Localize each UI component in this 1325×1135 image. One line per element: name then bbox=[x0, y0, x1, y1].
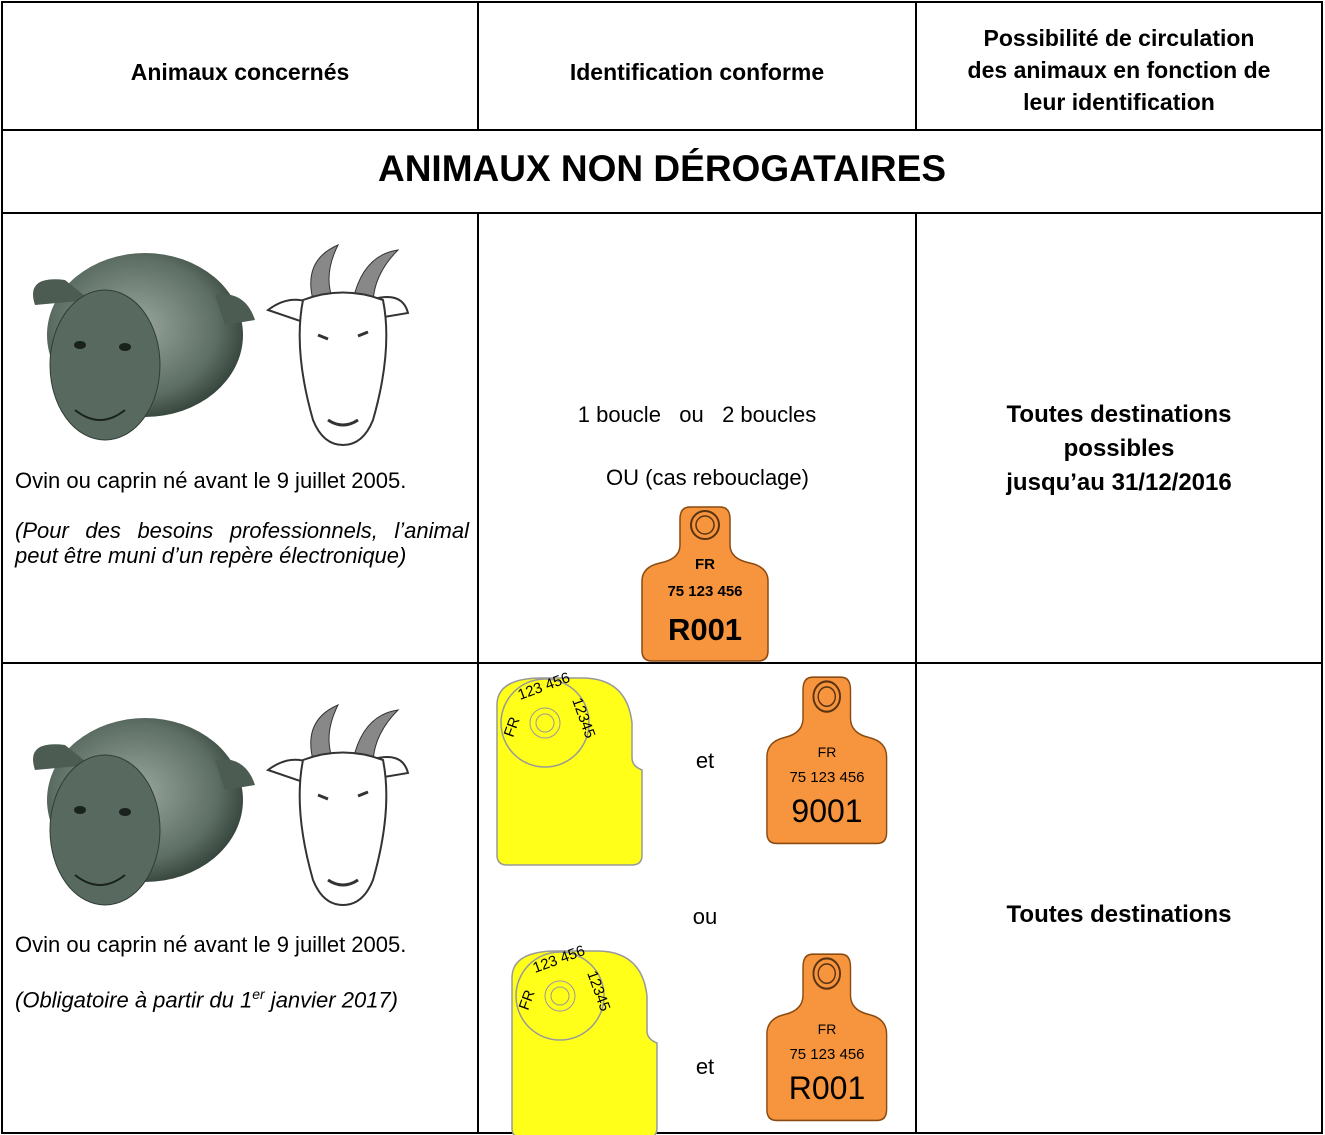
animal-note: (Obligatoire à partir du 1er janvier 201… bbox=[15, 982, 469, 1012]
yellow-tag-shape bbox=[511, 950, 658, 1135]
tag-country: FR bbox=[695, 556, 715, 573]
tag-country: FR bbox=[501, 715, 524, 740]
tag-country: FR bbox=[818, 1021, 837, 1037]
id-text: 1 boucle ou 2 boucles bbox=[577, 402, 817, 427]
border bbox=[1, 1, 3, 1134]
animal-text: Ovin ou caprin né avant le 9 juillet 200… bbox=[15, 468, 407, 493]
tag-country: FR bbox=[818, 744, 837, 760]
header: Identification conforme bbox=[569, 59, 825, 85]
yellow-tag-shape bbox=[496, 677, 643, 866]
border bbox=[1, 129, 1323, 131]
tag-number: 75 123 456 bbox=[667, 583, 742, 600]
animal-note: (Pour des besoins professionnels, l’anim… bbox=[15, 518, 469, 568]
circulation-line: Toutes destinations bbox=[1006, 401, 1232, 428]
border bbox=[1, 1, 1323, 3]
sheep-image bbox=[32, 252, 256, 441]
border bbox=[1, 212, 1323, 214]
border bbox=[915, 1, 917, 131]
ear-tag-text: FR 75 123 456 9001 bbox=[789, 744, 864, 829]
note-sup: er bbox=[252, 986, 265, 1002]
goat-image bbox=[266, 703, 410, 907]
circulation-line: Toutes destinations bbox=[1006, 901, 1232, 928]
circulation-line: possibles bbox=[1063, 435, 1175, 462]
header: Animaux concernés bbox=[130, 59, 350, 85]
border bbox=[477, 1, 479, 131]
yellow-tag: FR 123 456 12345 bbox=[511, 942, 658, 1135]
sheep-image bbox=[32, 717, 256, 906]
header: Possibilité de circulation des animaux e… bbox=[917, 22, 1321, 118]
border bbox=[1, 1132, 1323, 1134]
tag-number: 75 123 456 bbox=[789, 1046, 864, 1063]
tag-code: R001 bbox=[668, 612, 742, 647]
border bbox=[1, 662, 1323, 664]
header-line: Possibilité de circulation bbox=[983, 25, 1255, 51]
ear-tag-text: FR 75 123 456 R001 bbox=[789, 1021, 866, 1106]
id-text: OU (cas rebouclage) bbox=[606, 465, 809, 490]
tag-country: FR bbox=[516, 988, 539, 1013]
ear-tag-text: FR 75 123 456 R001 bbox=[667, 556, 742, 647]
tag-code: 9001 bbox=[791, 793, 862, 829]
separator: ou bbox=[692, 904, 718, 929]
joiner: et bbox=[695, 748, 715, 773]
section-title: ANIMAUX NON DÉROGATAIRES bbox=[377, 148, 947, 189]
header-line: leur identification bbox=[1023, 89, 1215, 115]
border bbox=[477, 212, 479, 1134]
circulation: Toutes destinations bbox=[917, 898, 1321, 932]
note-text: janvier 2017) bbox=[264, 987, 398, 1013]
goat-image bbox=[266, 243, 410, 447]
tag-code: R001 bbox=[789, 1070, 866, 1106]
border bbox=[915, 212, 917, 1134]
note-text: (Obligatoire à partir du 1 bbox=[15, 987, 253, 1013]
tag-number: 75 123 456 bbox=[789, 769, 864, 786]
circulation: Toutes destinations possibles jusqu’au 3… bbox=[917, 398, 1321, 500]
header-line: des animaux en fonction de bbox=[967, 57, 1271, 83]
circulation-line: jusqu’au 31/12/2016 bbox=[1006, 469, 1232, 496]
animal-text: Ovin ou caprin né avant le 9 juillet 200… bbox=[15, 932, 407, 957]
border bbox=[1321, 1, 1323, 1134]
yellow-tag: FR 123 456 12345 bbox=[496, 669, 643, 866]
joiner: et bbox=[695, 1054, 715, 1079]
